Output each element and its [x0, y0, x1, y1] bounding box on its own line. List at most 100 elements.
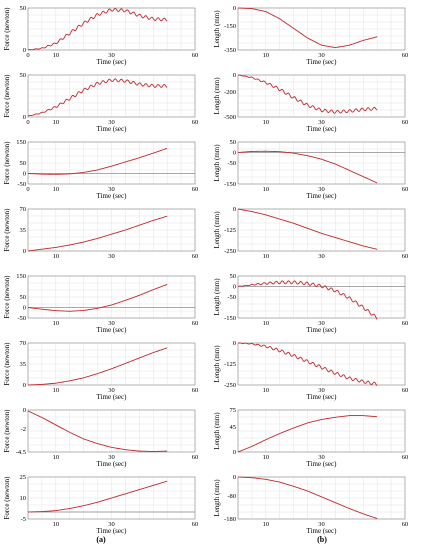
data-point — [111, 79, 112, 80]
x-tick-label: 30 — [318, 253, 325, 260]
data-point — [111, 234, 112, 235]
data-point — [55, 174, 56, 175]
data-point — [265, 439, 266, 440]
x-tick-label: 10 — [263, 253, 270, 260]
data-point — [265, 479, 266, 480]
data-point — [83, 172, 84, 173]
y-axis-label: Length (mm) — [213, 10, 221, 48]
data-point — [55, 383, 56, 384]
y-axis-label: Force (newton) — [3, 476, 11, 520]
x-tick-label: 10 — [53, 521, 60, 528]
data-point — [265, 11, 266, 12]
data-point — [97, 502, 98, 503]
series-line — [27, 215, 168, 252]
data-point — [321, 110, 322, 111]
data-point — [41, 511, 42, 512]
x-axis-label: Time (sec) — [97, 527, 128, 535]
data-point — [349, 45, 350, 46]
series-line — [237, 280, 378, 320]
x-tick-label: 60 — [402, 454, 409, 461]
x-tick-label: 30 — [108, 521, 115, 528]
plot-frame — [237, 141, 406, 185]
data-point — [153, 352, 154, 353]
grid — [27, 141, 196, 185]
y-tick-label: 0 — [23, 248, 26, 255]
data-point — [125, 300, 126, 301]
x-tick-label: 30 — [108, 387, 115, 394]
grid — [27, 342, 196, 386]
data-point — [97, 169, 98, 170]
y-tick-label: 10 — [20, 495, 27, 502]
data-point — [139, 489, 140, 490]
data-point — [139, 295, 140, 296]
data-point — [293, 223, 294, 224]
data-point — [349, 297, 350, 298]
series-line — [237, 74, 378, 114]
plot-frame — [237, 409, 406, 453]
data-point — [349, 415, 350, 416]
data-point — [349, 111, 350, 112]
y-tick-label: -4.5 — [16, 449, 26, 456]
data-point — [307, 228, 308, 229]
plot-frame — [27, 476, 196, 520]
data-point — [97, 373, 98, 374]
y-axis-label: Force (newton) — [3, 141, 11, 185]
data-point — [153, 85, 154, 86]
data-point — [125, 229, 126, 230]
y-axis-label: Force (newton) — [3, 409, 11, 453]
x-tick-label: 10 — [263, 454, 270, 461]
data-point — [41, 112, 42, 113]
data-point — [251, 151, 252, 152]
data-point — [167, 481, 168, 482]
y-tick-label: -5 — [21, 516, 26, 523]
x-axis-label: Time (sec) — [97, 192, 128, 200]
y-tick-label: 0 — [233, 474, 236, 481]
data-point — [237, 476, 238, 477]
grid — [237, 342, 406, 386]
data-point — [335, 417, 336, 418]
data-point — [167, 148, 168, 149]
data-point — [69, 33, 70, 34]
x-tick-label: 0 — [26, 119, 29, 126]
y-tick-label: 0 — [23, 171, 26, 178]
chart-panel-b-5: 10 30 60 -150 -50 0 50 Time (sec) Length (mm) — [213, 273, 408, 334]
data-point — [83, 241, 84, 242]
plot-frame — [27, 141, 196, 185]
chart-panel-a-6: 10 30 60 0 35 70 Time (sec) Force (newton) — [3, 340, 198, 401]
data-point — [321, 233, 322, 234]
data-point — [55, 310, 56, 311]
grid — [237, 141, 406, 185]
data-point — [83, 505, 84, 506]
y-tick-label: 50 — [20, 160, 27, 167]
data-point — [139, 450, 140, 451]
grid — [237, 409, 406, 453]
x-tick-label: 60 — [402, 119, 409, 126]
x-axis-label: Time (sec) — [307, 393, 338, 401]
y-tick-label: 70 — [20, 206, 27, 213]
x-tick-label: 30 — [108, 52, 115, 59]
data-point — [279, 350, 280, 351]
data-point — [335, 373, 336, 374]
data-point — [41, 174, 42, 175]
x-tick-label: 30 — [318, 521, 325, 528]
chart-panel-b-7: 10 30 60 0 45 75 Time (sec) Length (mm) — [213, 407, 408, 468]
data-point — [349, 378, 350, 379]
data-point — [265, 151, 266, 152]
x-tick-label: 30 — [108, 253, 115, 260]
data-point — [321, 367, 322, 368]
y-tick-label: 0 — [23, 47, 26, 54]
series-line — [27, 347, 168, 386]
x-axis-label: Time (sec) — [307, 58, 338, 66]
series-line — [237, 342, 378, 386]
data-point — [363, 40, 364, 41]
data-point — [97, 443, 98, 444]
series-line — [27, 410, 168, 452]
series-line — [27, 78, 168, 117]
data-point — [41, 249, 42, 250]
data-point — [377, 317, 378, 318]
data-point — [321, 159, 322, 160]
data-point — [69, 380, 70, 381]
data-point — [125, 493, 126, 494]
data-point — [307, 105, 308, 106]
data-point — [293, 28, 294, 29]
